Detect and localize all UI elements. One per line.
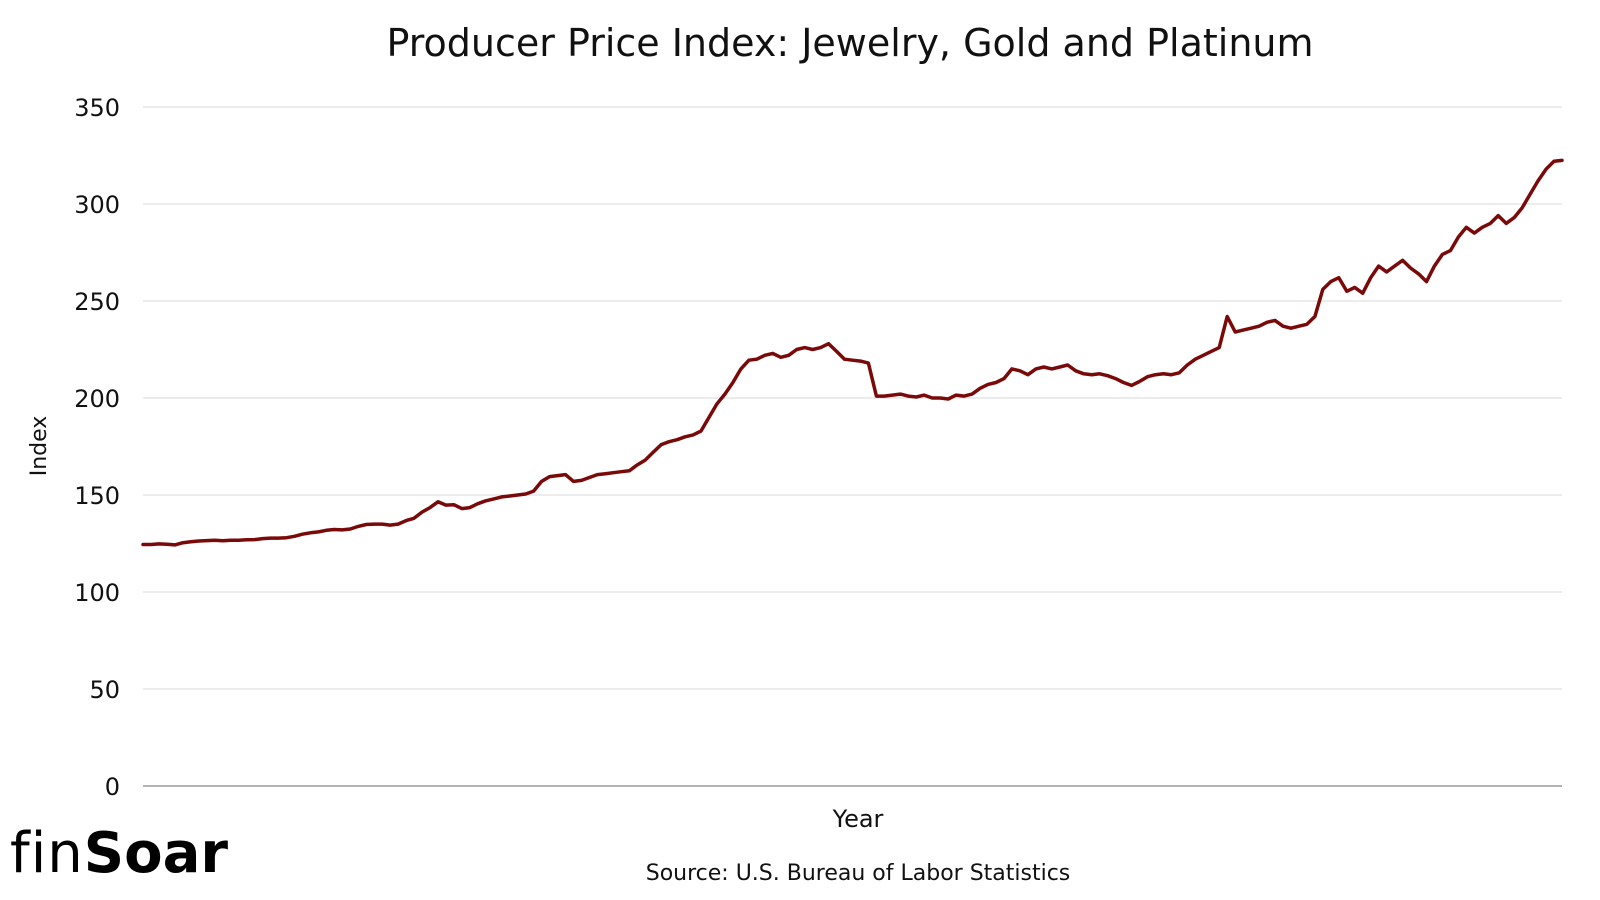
source-note: Source: U.S. Bureau of Labor Statistics bbox=[646, 861, 1071, 886]
y-tick-label: 300 bbox=[74, 191, 120, 219]
x-axis-label: Year bbox=[832, 805, 884, 833]
y-tick-label: 350 bbox=[74, 94, 120, 122]
y-tick-label: 250 bbox=[74, 288, 120, 316]
logo-suffix: Soar bbox=[83, 821, 228, 886]
chart-title: Producer Price Index: Jewelry, Gold and … bbox=[386, 21, 1313, 65]
series-line bbox=[141, 158, 1564, 547]
y-axis-label: Index bbox=[27, 416, 52, 477]
y-tick-label: 150 bbox=[74, 482, 120, 510]
y-tick-label: 0 bbox=[105, 773, 120, 801]
y-tick-label: 200 bbox=[74, 385, 120, 413]
y-tick-label: 50 bbox=[89, 676, 120, 704]
y-axis-ticks: 0 50 100 150 200 250 300 350 bbox=[74, 94, 120, 801]
logo-prefix: fin bbox=[10, 821, 84, 886]
y-tick-label: 100 bbox=[74, 579, 120, 607]
finsoar-logo: finSoar bbox=[10, 826, 228, 882]
gridlines bbox=[143, 106, 1562, 690]
